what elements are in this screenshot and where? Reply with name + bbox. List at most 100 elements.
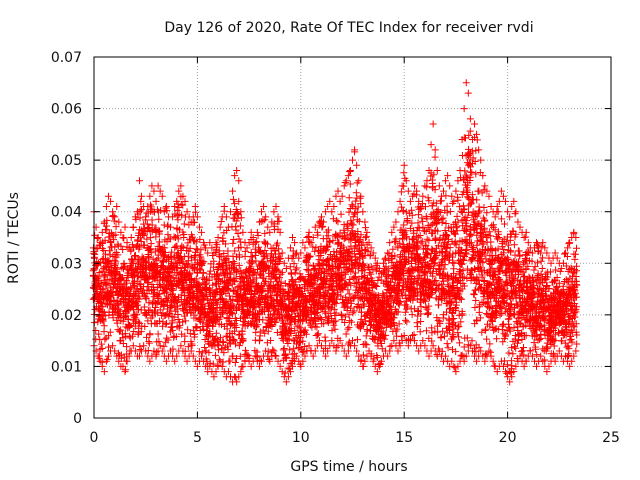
data-point (131, 251, 139, 259)
data-point (184, 343, 192, 351)
data-point (170, 313, 178, 321)
data-point (168, 285, 176, 293)
data-point (179, 243, 187, 251)
data-point (93, 235, 101, 243)
data-point (104, 256, 112, 264)
data-point (111, 347, 119, 355)
data-point (127, 247, 135, 255)
data-point (112, 258, 120, 266)
data-point (135, 352, 143, 360)
data-point (142, 294, 150, 302)
data-point (182, 277, 190, 285)
data-point (104, 192, 112, 200)
data-point (130, 272, 138, 280)
data-point (122, 277, 130, 285)
data-point (144, 250, 152, 258)
data-point (140, 342, 148, 350)
data-point (154, 330, 162, 338)
data-point (181, 197, 189, 205)
data-point (155, 215, 163, 223)
data-point (121, 368, 129, 376)
data-point (147, 249, 155, 257)
data-point (168, 248, 176, 256)
data-point (147, 314, 155, 322)
data-point (136, 207, 144, 215)
data-point (100, 328, 108, 336)
data-point (122, 333, 130, 341)
data-point (113, 203, 121, 211)
data-point (144, 307, 152, 315)
data-point (150, 286, 158, 294)
data-point (154, 294, 162, 302)
data-point (134, 318, 142, 326)
data-point (101, 250, 109, 258)
data-point (179, 201, 187, 209)
data-point (136, 214, 144, 222)
data-point (141, 309, 149, 317)
data-point (148, 216, 156, 224)
data-point (135, 295, 143, 303)
data-point (135, 280, 143, 288)
data-point (119, 339, 127, 347)
data-point (134, 305, 142, 313)
data-point (133, 310, 141, 318)
data-point (191, 330, 199, 338)
data-point (143, 220, 151, 228)
data-point (177, 297, 185, 305)
data-point (105, 311, 113, 319)
data-point (103, 226, 111, 234)
data-point (191, 277, 199, 285)
data-point (146, 331, 154, 339)
data-point (106, 233, 114, 241)
data-point (137, 226, 145, 234)
data-point (143, 209, 151, 217)
data-point (187, 347, 195, 355)
data-point (156, 306, 164, 314)
data-point (120, 234, 128, 242)
data-point (132, 268, 140, 276)
data-point (98, 344, 106, 352)
data-point (187, 338, 195, 346)
data-point (173, 206, 181, 214)
data-point (143, 235, 151, 243)
data-point (125, 323, 133, 331)
data-point (92, 327, 100, 335)
data-point (102, 300, 110, 308)
data-point (101, 236, 109, 244)
data-point (109, 208, 117, 216)
data-point (174, 296, 182, 304)
data-point (156, 342, 164, 350)
data-point (117, 326, 125, 334)
data-point (121, 223, 129, 231)
data-point (137, 306, 145, 314)
data-point (161, 311, 169, 319)
data-point (177, 291, 185, 299)
data-point (164, 231, 172, 239)
data-point (114, 251, 122, 259)
data-point (123, 239, 131, 247)
data-point (140, 303, 148, 311)
data-point (99, 285, 107, 293)
data-point (169, 286, 177, 294)
data-point (98, 340, 106, 348)
data-point (145, 254, 153, 262)
data-point (94, 234, 102, 241)
data-point (105, 343, 113, 351)
data-point (147, 240, 155, 248)
data-point (144, 317, 152, 325)
data-point (155, 290, 163, 298)
data-point (145, 275, 153, 283)
data-point (142, 213, 150, 221)
data-point (146, 246, 154, 254)
data-point (174, 200, 182, 208)
data-point (158, 347, 166, 355)
data-point (118, 264, 126, 272)
data-point (184, 239, 192, 247)
data-point (158, 192, 166, 200)
data-point (106, 328, 114, 336)
data-point (104, 352, 112, 360)
data-point (115, 349, 123, 357)
data-point (148, 182, 156, 190)
data-point (145, 339, 153, 347)
data-point (123, 343, 131, 351)
